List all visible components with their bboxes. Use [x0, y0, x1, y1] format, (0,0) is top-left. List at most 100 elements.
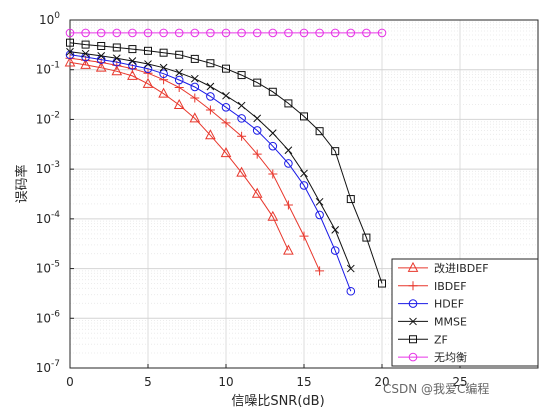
legend-entry: ZF — [398, 333, 448, 346]
square-marker — [331, 147, 340, 156]
plus-marker — [268, 169, 278, 179]
circle-marker — [237, 114, 246, 123]
circle-marker — [346, 286, 356, 296]
triangle-marker — [95, 61, 107, 72]
legend-label: HDEF — [434, 298, 464, 311]
x-marker — [331, 226, 340, 234]
square-marker — [144, 46, 152, 55]
circle-marker — [408, 299, 418, 308]
x-marker — [300, 169, 308, 178]
plus-marker — [143, 68, 153, 78]
y-tick-label: 10-1 — [36, 61, 60, 77]
triangle-marker — [127, 69, 138, 80]
x-tick-label: 0 — [66, 375, 74, 389]
legend-label: ZF — [434, 333, 448, 346]
square-marker — [128, 45, 137, 54]
y-tick-label: 10-2 — [36, 110, 60, 126]
series-line — [69, 54, 352, 292]
series-line — [69, 61, 289, 251]
circle-marker — [65, 50, 75, 60]
square-marker — [346, 195, 355, 204]
legend-label: IBDEF — [434, 280, 467, 293]
circle-marker — [65, 28, 75, 38]
square-marker — [253, 78, 262, 87]
watermark-text: CSDN @我爱C编程 — [383, 381, 489, 396]
circle-marker — [221, 103, 231, 112]
legend-entry: MMSE — [398, 315, 467, 328]
legend-entry: 改进IBDEF — [398, 261, 489, 275]
triangle-marker — [205, 129, 216, 140]
x-marker — [81, 49, 90, 58]
legend-entry: IBDEF — [398, 280, 467, 293]
circle-marker — [190, 28, 200, 38]
circle-marker — [128, 28, 137, 38]
x-tick-label: 5 — [144, 375, 152, 389]
y-tick-label: 10-7 — [36, 359, 60, 375]
x-marker — [97, 52, 106, 60]
circle-marker — [299, 181, 309, 190]
circle-marker — [252, 28, 262, 38]
y-tick-label: 10-3 — [36, 160, 60, 176]
plus-marker — [299, 231, 309, 241]
series-group — [65, 50, 356, 296]
y-axis-label: 误码率 — [14, 164, 30, 203]
circle-marker — [284, 159, 293, 168]
legend-label: 无均衡 — [434, 351, 467, 364]
x-marker — [66, 47, 74, 56]
plus-marker — [283, 200, 293, 210]
x-marker — [190, 74, 199, 83]
plus-marker — [221, 118, 231, 128]
circle-marker — [143, 28, 153, 38]
plus-marker — [252, 149, 262, 159]
triangle-marker — [111, 65, 123, 76]
square-marker — [237, 71, 246, 80]
square-marker — [378, 279, 386, 288]
y-tick-label: 100 — [39, 11, 60, 27]
series-group — [64, 56, 294, 255]
plus-marker — [408, 281, 418, 291]
square-marker — [222, 64, 230, 73]
triangle-marker — [267, 210, 279, 221]
x-marker — [268, 129, 277, 137]
x-marker — [222, 91, 230, 100]
circle-marker — [346, 28, 356, 38]
series-line — [69, 42, 383, 284]
x-marker — [159, 63, 168, 72]
circle-marker — [237, 28, 246, 38]
circle-marker — [268, 28, 278, 38]
triangle-marker — [251, 187, 263, 198]
x-marker — [144, 60, 152, 68]
square-marker — [97, 41, 106, 50]
data-series — [64, 28, 387, 296]
circle-marker — [206, 92, 215, 101]
x-marker — [206, 82, 215, 91]
circle-marker — [268, 141, 278, 151]
x-tick-label: 20 — [374, 375, 389, 389]
y-tick-label: 10-4 — [36, 210, 61, 226]
circle-marker — [221, 28, 231, 38]
series-group — [66, 38, 386, 288]
legend-entry: 无均衡 — [398, 351, 467, 364]
circle-marker — [330, 246, 340, 255]
circle-marker — [362, 28, 371, 38]
x-tick-label: 10 — [218, 375, 233, 389]
plus-marker — [159, 75, 169, 85]
circle-marker — [174, 75, 184, 85]
square-marker — [112, 43, 121, 52]
x-marker — [315, 197, 324, 206]
legend-label: 改进IBDEF — [434, 261, 489, 275]
legend-entry: HDEF — [398, 298, 464, 311]
x-axis-label: 信噪比SNR(dB) — [231, 394, 324, 409]
circle-marker — [174, 28, 184, 38]
legend: 改进IBDEF IBDEF HDEF MMSE ZF 无均衡 — [391, 258, 539, 367]
x-marker — [284, 146, 293, 155]
x-marker — [175, 68, 184, 77]
x-marker — [112, 54, 121, 63]
legend-box — [391, 258, 539, 367]
series-line — [69, 57, 321, 272]
circle-marker — [159, 69, 168, 79]
triangle-marker — [64, 56, 76, 67]
circle-marker — [299, 28, 309, 38]
triangle-marker — [173, 98, 185, 110]
